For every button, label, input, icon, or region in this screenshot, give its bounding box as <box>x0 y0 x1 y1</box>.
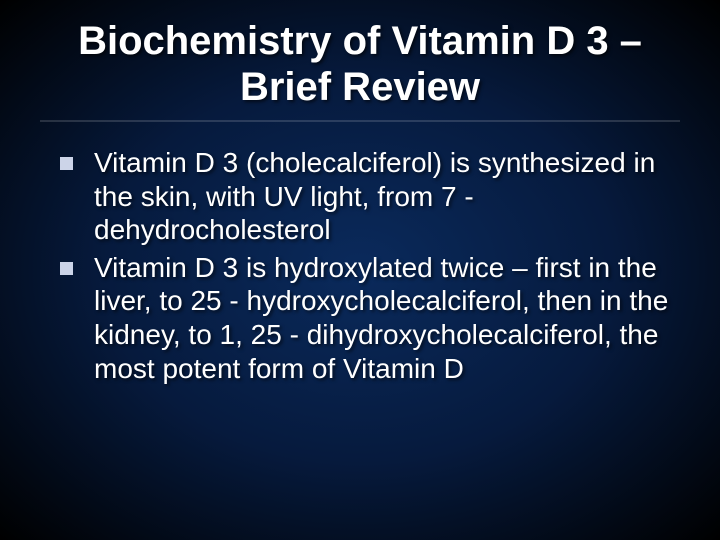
bullet-list: Vitamin D 3 (cholecalciferol) is synthes… <box>40 146 680 385</box>
list-item: Vitamin D 3 is hydroxylated twice – firs… <box>60 251 680 385</box>
slide-title: Biochemistry of Vitamin D 3 – Brief Revi… <box>40 18 680 122</box>
list-item: Vitamin D 3 (cholecalciferol) is synthes… <box>60 146 680 247</box>
